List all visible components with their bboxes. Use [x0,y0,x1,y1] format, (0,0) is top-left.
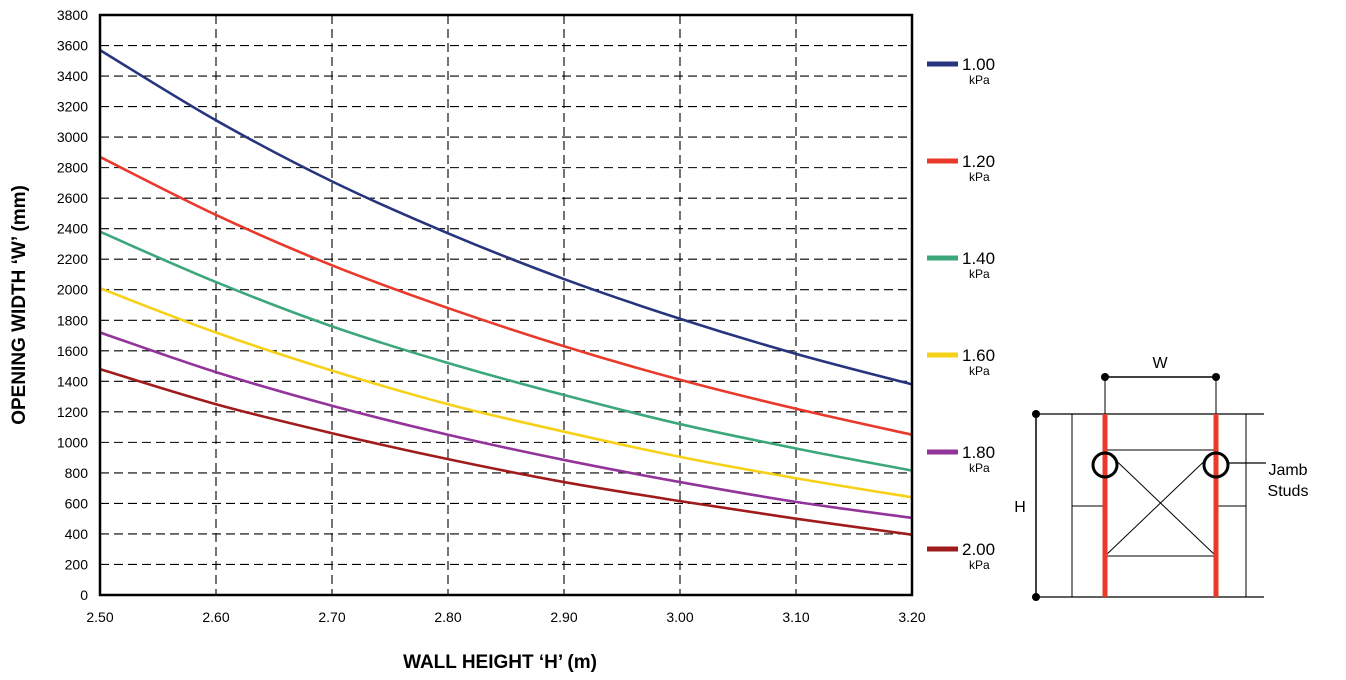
y-tick-label: 200 [65,556,89,572]
y-tick-label: 3800 [57,7,88,23]
y-tick-label: 3400 [57,68,88,84]
legend-label: 1.20 [962,152,995,171]
legend-label: 2.00 [962,540,995,559]
legend-unit: kPa [969,73,990,87]
legend-unit: kPa [969,170,990,184]
x-tick-label: 2.70 [318,609,345,625]
diagram-jamb-circle-right [1202,451,1230,479]
x-tick-label: 2.50 [86,609,113,625]
x-tick-label: 3.10 [782,609,809,625]
y-tick-label: 1400 [57,373,88,389]
y-tick-label: 1000 [57,434,88,450]
legend-label: 1.00 [962,55,995,74]
diagram-h-dot-top [1032,410,1040,418]
y-axis-title: OPENING WIDTH ‘W’ (mm) [9,185,30,425]
series-line-1-00-kpa [99,48,913,386]
legend: 1.00kPa1.20kPa1.40kPa1.60kPa1.80kPa2.00k… [927,55,995,572]
series-line-1-20-kpa [99,155,913,437]
x-tick-label: 3.00 [666,609,693,625]
plot-frame [98,13,914,597]
legend-label: 1.80 [962,443,995,462]
x-tick-labels: 2.50 2.60 2.70 2.80 2.90 3.00 3.10 3.20 [86,609,925,625]
y-tick-label: 1200 [57,404,88,420]
series-lines [99,48,913,536]
diagram-cross-b [1104,449,1217,557]
y-tick-label: 2000 [57,282,88,298]
diagram-h-dot-bottom [1032,593,1040,601]
series-line-1-60-kpa [99,286,913,499]
x-tick-label: 3.20 [898,609,925,625]
diagram-jamb-label: Jamb [1268,462,1307,479]
y-tick-label: 2800 [57,160,88,176]
legend-unit: kPa [969,461,990,475]
y-tick-label: 0 [80,587,88,603]
diagram-jamb-circle-left [1091,451,1119,479]
legend-label: 1.60 [962,346,995,365]
y-tick-label: 2600 [57,190,88,206]
series-line-1-40-kpa [99,230,913,472]
diagram-studs-label: Studs [1268,483,1309,500]
diagram-h-label: H [1014,499,1026,516]
grid [99,14,913,596]
legend-unit: kPa [969,558,990,572]
x-axis-title: WALL HEIGHT ‘H’ (m) [403,652,597,673]
x-tick-label: 2.60 [202,609,229,625]
wall-opening-diagram [1032,373,1266,601]
y-tick-label: 800 [65,465,89,481]
y-tick-label: 1600 [57,343,88,359]
y-tick-label: 600 [65,495,89,511]
diagram-w-label: W [1152,355,1168,372]
legend-unit: kPa [969,364,990,378]
legend-label: 1.40 [962,249,995,268]
x-tick-label: 2.90 [550,609,577,625]
y-tick-label: 2200 [57,251,88,267]
diagram-w-dot-right [1212,373,1220,381]
y-tick-label: 1800 [57,312,88,328]
diagram-w-dot-left [1101,373,1109,381]
series-line-2-00-kpa [99,367,913,536]
y-tick-labels: 0 200 400 600 800 1000 1200 1400 1600 1800 2000 220… [57,7,88,603]
y-tick-label: 400 [65,526,89,542]
legend-unit: kPa [969,267,990,281]
y-tick-label: 3200 [57,99,88,115]
y-tick-label: 3600 [57,38,88,54]
y-tick-label: 2400 [57,221,88,237]
series-line-1-80-kpa [99,331,913,520]
y-tick-label: 3000 [57,129,88,145]
x-tick-label: 2.80 [434,609,461,625]
